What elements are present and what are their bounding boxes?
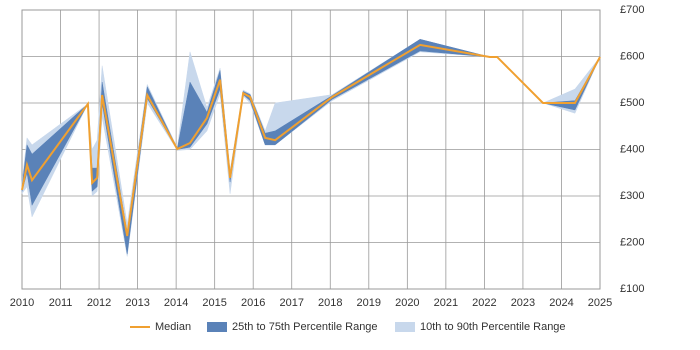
y-tick-label: £700	[620, 4, 644, 16]
percentile-band	[21, 39, 601, 255]
y-tick-label: £400	[620, 143, 644, 155]
x-tick-label: 2016	[241, 297, 265, 309]
legend-label: Median	[155, 321, 191, 333]
legend-swatch	[395, 322, 415, 332]
y-tick-label: £500	[620, 97, 644, 109]
x-tick-label: 2014	[164, 297, 188, 309]
x-tick-label: 2010	[10, 297, 34, 309]
x-tick-label: 2019	[357, 297, 381, 309]
legend-label: 10th to 90th Percentile Range	[420, 321, 566, 333]
y-tick-label: £200	[620, 236, 644, 248]
legend-swatch	[207, 322, 227, 332]
x-tick-label: 2021	[434, 297, 458, 309]
percentile-band	[21, 39, 601, 257]
x-tick-label: 2020	[395, 297, 419, 309]
x-tick-label: 2015	[202, 297, 226, 309]
y-tick-label: £300	[620, 190, 644, 202]
x-tick-label: 2022	[472, 297, 496, 309]
x-tick-label: 2017	[279, 297, 303, 309]
median-line	[21, 43, 601, 237]
x-tick-label: 2013	[125, 297, 149, 309]
y-tick-label: £100	[620, 283, 644, 295]
x-tick-label: 2024	[549, 297, 573, 309]
x-tick-label: 2012	[87, 297, 111, 309]
y-tick-label: £600	[620, 50, 644, 62]
legend-label: 25th to 75th Percentile Range	[232, 321, 378, 333]
x-tick-label: 2025	[588, 297, 612, 309]
x-tick-label: 2023	[511, 297, 535, 309]
x-tick-label: 2018	[318, 297, 342, 309]
x-tick-label: 2011	[49, 297, 73, 309]
